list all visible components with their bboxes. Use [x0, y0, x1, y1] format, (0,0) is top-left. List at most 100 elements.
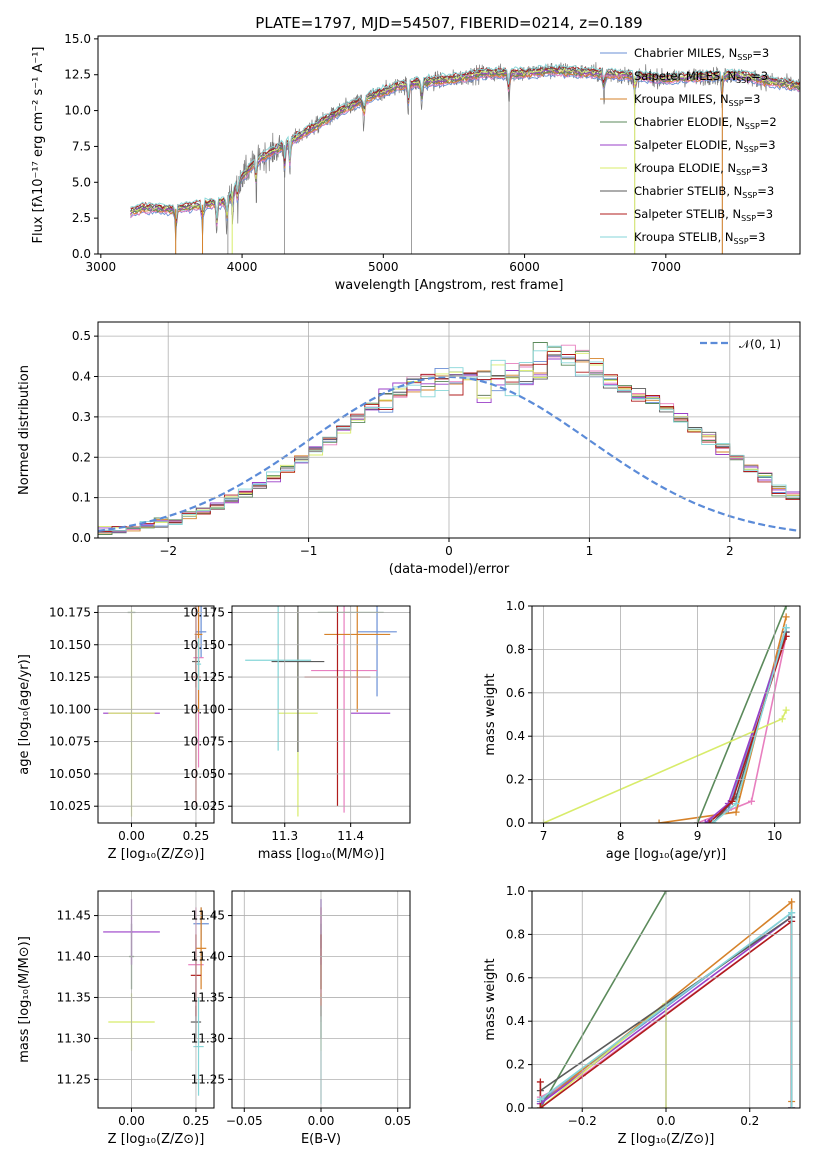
panel-massweight-vs-Z: −0.2 0.0 0.2 0.0 0.2 0.4 0.6 0.8 1.0 Z [log₁₀(Z/Z…: [483, 884, 801, 1147]
errorbar-point: [357, 606, 397, 697]
legend-sub: SSP: [736, 168, 751, 177]
y-tick-label: 11.35: [57, 990, 91, 1004]
plus-marker: [536, 1095, 544, 1103]
plus-marker: [788, 898, 796, 906]
y-tick-label: 0.8: [506, 927, 525, 941]
legend-sub: SSP: [742, 191, 757, 200]
y-tick-label: 10.125: [183, 670, 225, 684]
x-axis-label: E(B-V): [301, 1132, 341, 1147]
y-tick-label: 11.30: [57, 1031, 91, 1045]
y-tick-label: 0.2: [506, 773, 525, 787]
y-tick-label: 0.2: [72, 450, 91, 464]
y-tick-label: 10.075: [49, 735, 91, 749]
y-tick-label: 0.3: [72, 410, 91, 424]
y-tick-label: 7.5: [72, 139, 91, 153]
y-tick-label: 0.0: [506, 1101, 525, 1115]
errorbar-point: [324, 606, 391, 712]
x-tick-label: 0: [445, 544, 453, 558]
plus-marker: [655, 819, 663, 823]
legend-suffix: =3: [749, 230, 766, 244]
x-tick-label: 0.25: [183, 829, 210, 843]
plus-marker: [782, 606, 790, 610]
y-tick-label: 10.025: [183, 799, 225, 813]
legend-entry: Chabrier STELIB, NSSP=3: [634, 184, 774, 200]
y-tick-label: 0.1: [72, 491, 91, 505]
y-tick-label: 0.5: [72, 329, 91, 343]
plus-marker: [701, 819, 709, 823]
y-tick-label: 11.25: [57, 1072, 91, 1086]
histogram-step: [98, 351, 800, 532]
y-tick-label: 0.4: [506, 1014, 525, 1028]
plus-marker: [709, 819, 717, 823]
model-line: [130, 72, 800, 227]
x-axis-label: Z [log₁₀(Z/Z⊙)]: [108, 847, 205, 862]
legend-name: Kroupa STELIB, N: [634, 230, 734, 244]
plot-area-age-vs-mass: [245, 606, 397, 817]
y-tick-label: 11.35: [191, 990, 225, 1004]
y-tick-label: 11.40: [57, 950, 91, 964]
y-axis-label: mass weight: [483, 673, 498, 755]
panel-massweight-vs-age: 7 8 9 10 0.0 0.2 0.4 0.6 0.8 1.0 age [log₁₀(age/yr…: [483, 599, 801, 862]
panel-age-vs-mass: 11.3 11.4 10.025 10.050 10.075 10.100 10.125 10…: [183, 605, 411, 862]
panel-residuals: −2 −1 0 1 2 0.0 0.1 0.2 0.3 0.4 0.5 (data-model)/er…: [17, 321, 801, 577]
y-axis-label: mass weight: [483, 958, 498, 1040]
mass-weight-line: [543, 709, 787, 823]
mass-weight-line: [704, 627, 787, 823]
x-tick-label: 8: [617, 829, 625, 843]
y-tick-label: 0.8: [506, 642, 525, 656]
x-tick-label: −0.05: [226, 1114, 263, 1128]
mass-weight-line: [697, 636, 787, 823]
y-tick-label: 1.0: [506, 884, 525, 898]
y-tick-label: 10.050: [183, 767, 225, 781]
histogram-step: [98, 344, 800, 532]
model-line: [130, 65, 800, 221]
y-tick-label: 11.45: [57, 909, 91, 923]
legend-sub: SSP: [737, 53, 752, 62]
plus-marker: [732, 799, 740, 807]
mass-weight-line: [704, 631, 787, 823]
y-tick-label: 10.0: [64, 104, 91, 118]
x-tick-label: 11.3: [271, 829, 298, 843]
legend-name: Chabrier ELODIE, N: [634, 115, 745, 129]
mass-weight-line: [696, 606, 787, 823]
x-tick-label: 7: [540, 829, 548, 843]
legend-entry: Kroupa ELODIE, NSSP=3: [634, 161, 768, 177]
legend-name: Kroupa MILES, N: [634, 92, 729, 106]
y-tick-label: 12.5: [64, 68, 91, 82]
errorbar-point: [195, 606, 207, 658]
y-tick-label: 0.0: [72, 531, 91, 545]
y-tick-label: 1.0: [506, 599, 525, 613]
legend-suffix: =3: [751, 69, 768, 83]
x-tick-label: 0.2: [740, 1114, 759, 1128]
plus-marker: [778, 715, 786, 723]
y-tick-label: 10.050: [49, 767, 91, 781]
x-axis-label: mass [log₁₀(M/M⊙)]: [258, 847, 385, 862]
y-tick-label: 11.40: [191, 950, 225, 964]
y-tick-label: 10.175: [183, 605, 225, 619]
y-tick-label: 10.175: [49, 605, 91, 619]
legend-name: Kroupa ELODIE, N: [634, 161, 736, 175]
legend-name: Salpeter MILES, N: [634, 69, 736, 83]
plus-marker: [728, 797, 736, 805]
y-tick-label: 10.150: [49, 638, 91, 652]
plus-marker: [705, 819, 713, 823]
x-tick-label: 0.05: [384, 1114, 411, 1128]
y-tick-label: 0.2: [506, 1058, 525, 1072]
y-tick-label: 10.125: [49, 670, 91, 684]
x-tick-label: 0.00: [118, 829, 145, 843]
errorbar-point: [311, 606, 378, 813]
plus-marker: [782, 624, 790, 632]
panel-mass-vs-EBV: −0.05 0.00 0.05 11.25 11.30 11.35 11.40 11.45 E(…: [191, 890, 411, 1147]
plus-marker: [782, 706, 790, 714]
legend-sub: SSP: [745, 122, 760, 131]
legend-name: Salpeter STELIB, N: [634, 207, 741, 221]
x-tick-label: −2: [159, 544, 177, 558]
mass-weight-line: [539, 891, 667, 1108]
x-tick-label: 11.4: [337, 829, 364, 843]
legend-entry: Chabrier MILES, NSSP=3: [634, 46, 769, 62]
legend-suffix: =3: [752, 46, 769, 60]
errorbar-point: [245, 606, 312, 751]
legend-entry: Salpeter MILES, NSSP=3: [634, 69, 768, 85]
plus-marker: [788, 909, 796, 917]
legend-suffix: =3: [744, 92, 761, 106]
